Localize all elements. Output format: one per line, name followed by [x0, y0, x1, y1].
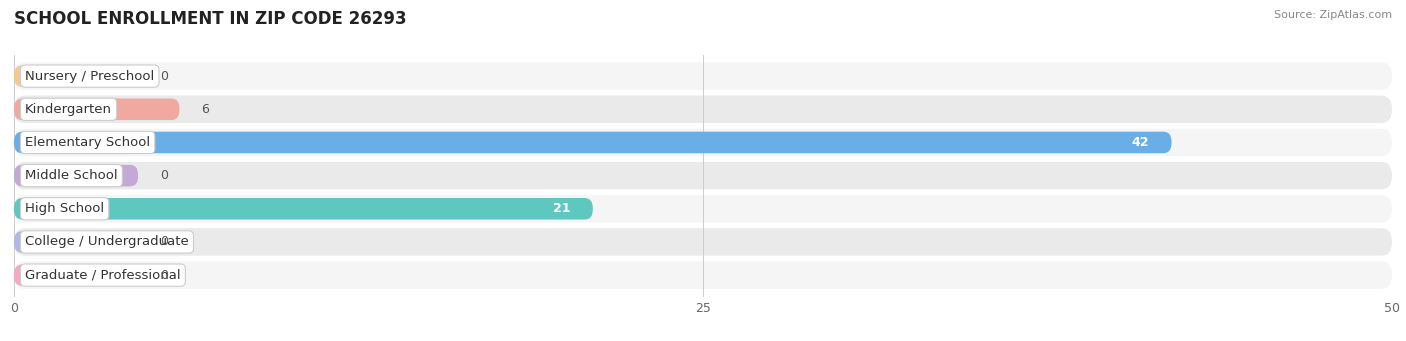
Text: 6: 6 — [201, 103, 209, 116]
FancyBboxPatch shape — [14, 231, 138, 253]
Text: Nursery / Preschool: Nursery / Preschool — [25, 70, 155, 83]
Text: 42: 42 — [1132, 136, 1150, 149]
FancyBboxPatch shape — [14, 195, 1392, 223]
Text: Kindergarten: Kindergarten — [25, 103, 112, 116]
FancyBboxPatch shape — [14, 198, 593, 220]
FancyBboxPatch shape — [14, 65, 138, 87]
Text: SCHOOL ENROLLMENT IN ZIP CODE 26293: SCHOOL ENROLLMENT IN ZIP CODE 26293 — [14, 10, 406, 28]
Text: Graduate / Professional: Graduate / Professional — [25, 269, 181, 282]
FancyBboxPatch shape — [14, 228, 1392, 256]
FancyBboxPatch shape — [14, 261, 1392, 289]
FancyBboxPatch shape — [14, 264, 138, 286]
Text: College / Undergraduate: College / Undergraduate — [25, 235, 188, 249]
FancyBboxPatch shape — [14, 132, 1171, 153]
Text: 0: 0 — [160, 235, 169, 249]
FancyBboxPatch shape — [14, 95, 1392, 123]
FancyBboxPatch shape — [14, 129, 1392, 156]
Text: 0: 0 — [160, 269, 169, 282]
FancyBboxPatch shape — [14, 62, 1392, 90]
Text: High School: High School — [25, 202, 104, 215]
Text: Middle School: Middle School — [25, 169, 118, 182]
FancyBboxPatch shape — [14, 165, 138, 187]
Text: Elementary School: Elementary School — [25, 136, 150, 149]
Text: Source: ZipAtlas.com: Source: ZipAtlas.com — [1274, 10, 1392, 20]
Text: 21: 21 — [553, 202, 571, 215]
Text: 0: 0 — [160, 70, 169, 83]
Text: 0: 0 — [160, 169, 169, 182]
FancyBboxPatch shape — [14, 162, 1392, 189]
FancyBboxPatch shape — [14, 99, 180, 120]
